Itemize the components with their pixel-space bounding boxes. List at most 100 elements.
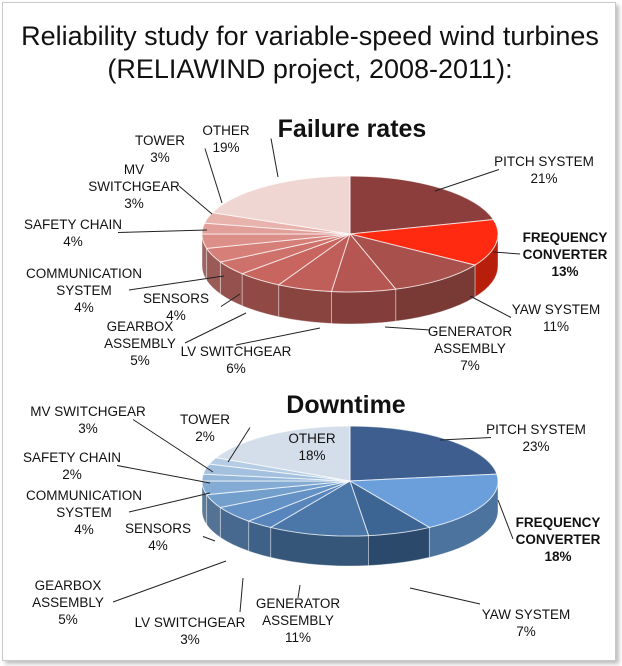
label-line: TOWER [135, 133, 185, 148]
label-gearbox-assembly: GEARBOX ASSEMBLY 5% [104, 319, 176, 368]
pie-slice-pitch-system [349, 175, 495, 235]
pie-chart-2: Downtime PITCH SYSTEM 23% FREQUENCY CONVERTE… [23, 391, 601, 647]
label-line: 5% [130, 353, 150, 368]
label-line: 23% [522, 439, 549, 454]
label-line: 2% [195, 429, 215, 444]
label-line: 18% [298, 448, 325, 463]
slice-labels: PITCH SYSTEM 21% FREQUENCY CONVERTER 13% YAW … [24, 123, 608, 376]
label-gearbox-assembly: GEARBOX ASSEMBLY 5% [32, 578, 104, 627]
pie-slices [201, 425, 499, 537]
label-line: YAW SYSTEM [512, 302, 601, 317]
leader-line [492, 251, 521, 255]
label-line: GEARBOX [107, 319, 174, 334]
leader-line [112, 560, 227, 603]
chart-title: Downtime [286, 391, 406, 419]
label-line: 6% [226, 361, 246, 376]
label-line: OTHER [202, 123, 250, 138]
leader-line [220, 293, 241, 307]
pie-slices [201, 175, 499, 293]
chart-title: Failure rates [278, 115, 427, 143]
label-mv-switchgear: MV SWITCHGEAR 3% [88, 162, 180, 211]
pie-chart-1: Failure rates PITCH SYSTEM 21% FREQUENCY CON… [24, 115, 608, 376]
leader-line [235, 327, 321, 346]
label-line: SAFETY CHAIN [23, 450, 121, 465]
label-line: FREQUENCY [516, 515, 601, 530]
label-other: OTHER 18% [288, 431, 336, 463]
label-frequency-converter: FREQUENCY CONVERTER 18% [516, 515, 601, 564]
label-line: CONVERTER [523, 247, 608, 262]
label-line: ASSEMBLY [32, 595, 104, 610]
leader-line [239, 577, 244, 613]
label-line: 7% [516, 624, 536, 639]
label-line: GENERATOR [256, 596, 341, 611]
label-line: 4% [63, 234, 83, 249]
leader-line [439, 437, 492, 441]
label-line: SENSORS [143, 291, 209, 306]
label-line: 11% [543, 319, 569, 334]
pie-slice-pitch-system [349, 425, 498, 482]
leader-line [469, 295, 512, 318]
label-line: 19% [212, 140, 239, 155]
label-other: OTHER 19% [202, 123, 250, 155]
label-line: 11% [285, 630, 311, 645]
pie-slice-frequency-converter [349, 219, 499, 266]
label-line: ASSEMBLY [434, 341, 506, 356]
label-line: 4% [148, 538, 168, 553]
label-line: YAW SYSTEM [482, 607, 571, 622]
label-yaw-system: YAW SYSTEM 11% [512, 302, 601, 334]
label-line: 21% [530, 171, 557, 186]
label-line: 3% [180, 632, 200, 647]
label-line: GENERATOR [428, 324, 513, 339]
pie-slice-frequency-converter [348, 473, 499, 528]
label-line: ASSEMBLY [262, 613, 334, 628]
label-line: LV SWITCHGEAR [181, 344, 292, 359]
label-line: 13% [551, 264, 578, 279]
label-generator-assembly: GENERATOR ASSEMBLY 7% [428, 324, 513, 373]
label-line: MV SWITCHGEAR [30, 404, 146, 419]
label-line: LV SWITCHGEAR [135, 615, 246, 630]
label-line: ASSEMBLY [104, 336, 176, 351]
label-tower: TOWER 2% [180, 412, 230, 444]
leader-line [132, 419, 214, 473]
pie-slice-generator-assembly [269, 480, 370, 537]
label-line: SENSORS [125, 521, 191, 536]
label-line: PITCH SYSTEM [494, 154, 594, 169]
leader-line [227, 427, 251, 463]
label-mv-switchgear: MV SWITCHGEAR 3% [30, 404, 146, 436]
label-line: CONVERTER [516, 532, 601, 547]
label-pitch-system: PITCH SYSTEM 23% [486, 422, 586, 454]
leader-line [497, 499, 514, 540]
leader-line [434, 169, 500, 192]
label-safety-chain: SAFETY CHAIN 4% [24, 217, 122, 249]
pie-wall-generator-assembly [331, 288, 397, 325]
leader-line [128, 492, 211, 513]
label-communication-system: COMMUNICATION SYSTEM 4% [26, 488, 142, 537]
label-line: 4% [74, 522, 94, 537]
leader-line [117, 229, 208, 233]
label-line: 7% [460, 358, 480, 373]
label-line: FREQUENCY [523, 230, 608, 245]
leader-line [116, 465, 211, 484]
label-sensors: SENSORS 4% [143, 291, 209, 323]
pie-side-walls [201, 233, 499, 325]
label-line: OTHER [288, 431, 336, 446]
label-line: COMMUNICATION [26, 488, 142, 503]
leader-line [178, 185, 213, 215]
leader-line [409, 587, 481, 605]
leader-line [202, 536, 216, 542]
leader-line [128, 275, 225, 291]
label-line: GEARBOX [35, 578, 102, 593]
leader-line [297, 584, 301, 599]
pie-slice-yaw-system [348, 233, 477, 290]
label-generator-assembly: GENERATOR ASSEMBLY 11% [256, 596, 341, 645]
pie-slice-other [214, 425, 351, 482]
label-line: 2% [62, 467, 82, 482]
label-communication-system: COMMUNICATION SYSTEM 4% [26, 266, 142, 315]
label-line: 4% [74, 300, 94, 315]
label-line: SYSTEM [56, 505, 112, 520]
leader-line [184, 312, 247, 344]
label-sensors: SENSORS 4% [125, 521, 191, 553]
label-line: PITCH SYSTEM [486, 422, 586, 437]
